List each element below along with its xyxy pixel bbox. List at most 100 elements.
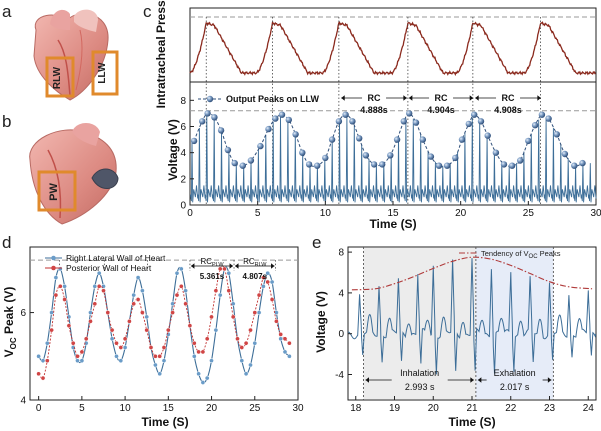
chart-d-series-1-point-40 — [209, 314, 214, 320]
chart-d-series-1-point-7 — [66, 323, 72, 329]
chart-d-rc-label-main-1: RC — [243, 257, 255, 266]
chart-d-series-0-point-3 — [49, 310, 54, 315]
chart-c-peak-point-36 — [452, 154, 459, 162]
chart-d-series-1-point-20 — [122, 336, 128, 342]
chart-e-phase-arrowhead-left-0 — [365, 377, 369, 383]
chart-c-peak-point-15 — [299, 149, 306, 156]
chart-c-peak-point-46 — [525, 137, 532, 145]
chart-c-rc-arrowhead-left-1 — [408, 95, 413, 101]
chart-d-series-0-point-31 — [170, 301, 175, 307]
chart-e-voltage-line — [347, 258, 597, 375]
chart-d-series-0-point-49 — [248, 362, 253, 368]
chart-e-ytick-label-1: 0 — [338, 329, 344, 340]
chart-e-legend-tail: Peaks — [538, 249, 561, 258]
panel-letter-c: c — [143, 2, 152, 21]
chart-c-peak-point-52 — [571, 162, 578, 169]
chart-e-phase-value-0: 2.993 s — [405, 382, 435, 392]
chart-c: RC 4.888s RC 4.904s RC 4.908s 0 5 10 15 20 25 30 0 2 4 6… — [154, 0, 601, 231]
chart-d-ytick-label-1: 6 — [20, 308, 26, 319]
chart-d-ylabel-sub: OC — [9, 337, 18, 349]
chart-c-peak-point-49 — [545, 115, 552, 122]
chart-e-phase-label-0: Inhalation — [400, 368, 439, 378]
chart-d-series-1-point-16 — [105, 310, 111, 315]
chart-d-series-0-point-54 — [269, 279, 275, 285]
chart-c-legend-marker — [206, 95, 214, 103]
chart-d-series-1-point-25 — [144, 327, 150, 333]
chart-d-xlabel: Time (S) — [141, 415, 188, 429]
chart-d-series-1-point-34 — [183, 301, 188, 307]
chart-d-series-1-point-32 — [174, 292, 180, 298]
rlw-box — [45, 56, 75, 98]
chart-d-series-0-point-9 — [75, 358, 80, 364]
chart-c-xtick-label-3: 15 — [387, 208, 399, 219]
chart-e-xlabel: Time (S) — [448, 415, 495, 429]
chart-d-frame — [29, 246, 299, 401]
chart-d-xtick-label-0: 0 — [36, 403, 42, 414]
chart-d-series-1-point-31 — [170, 310, 175, 315]
chart-d-series-0-point-56 — [278, 336, 284, 342]
chart-c-rc-value-2: 4.908s — [494, 105, 522, 115]
chart-e-legend-main: Tendency of V — [481, 249, 529, 258]
chart-d-series-1-point-10 — [79, 349, 85, 355]
chart-d-series-1-point-12 — [88, 318, 93, 324]
chart-c-rc-arrowhead-left-2 — [475, 95, 479, 101]
chart-c-peak-point-38 — [465, 120, 472, 128]
chart-c-ytick-label-1: 2 — [180, 174, 186, 185]
chart-e-xtick-label-0: 18 — [350, 403, 362, 414]
chart-d-series-1-point-52 — [261, 275, 266, 280]
chart-c-peak-point-2 — [204, 110, 211, 117]
chart-e-legend: Tendency of VOC Peaks — [481, 249, 561, 260]
chart-d-legend-label-1: Posterior Wall of Heart — [66, 263, 152, 273]
pw-box — [37, 170, 77, 212]
llw-label: LLW — [97, 62, 108, 84]
chart-c-peak-point-45 — [517, 157, 524, 164]
chart-c-peak-point-41 — [484, 132, 491, 139]
chart-d-series-0-point-0 — [36, 353, 41, 359]
llw-box — [91, 50, 119, 96]
chart-d-series-0-point-23 — [135, 275, 141, 280]
chart-c-rc-value-1: 4.904s — [427, 105, 455, 115]
chart-c-xtick-label-0: 0 — [187, 208, 193, 219]
chart-e-tendency-line — [351, 256, 593, 291]
chart-d-legend-marker-0 — [51, 255, 56, 261]
chart-d-ytick-label-0: 4 — [20, 396, 26, 407]
chart-d-series-0-point-29 — [161, 358, 167, 364]
chart-c-peak-point-13 — [285, 116, 292, 124]
chart-d-series-1-point-47 — [239, 345, 245, 350]
chart-c-peak-point-47 — [531, 122, 539, 129]
chart-c-peak-point-51 — [561, 150, 569, 158]
chart-c-rc-arrowhead-right-0 — [403, 95, 407, 101]
chart-e-xtick-label-2: 20 — [428, 403, 440, 414]
chart-d-series-0-point-4 — [53, 275, 59, 280]
chart-e-xtick-label-5: 23 — [544, 403, 556, 414]
chart-c-peak-point-1 — [199, 118, 206, 125]
chart-c-rc-arrowhead-left-0 — [341, 95, 345, 101]
chart-c-peak-point-21 — [342, 111, 349, 118]
chart-d-series-0-point-39 — [204, 375, 210, 381]
heart-illustration-a: RLW LLW — [33, 9, 119, 101]
chart-d-series-1-point-50 — [252, 310, 258, 315]
chart-c-rc-arrowhead-right-2 — [537, 95, 541, 101]
chart-c-pressure-line — [189, 21, 596, 77]
chart-d-series-1-point-28 — [157, 353, 163, 359]
chart-e-ytick-label-0: -4 — [335, 370, 344, 381]
chart-c-ytick-label-4: 8 — [180, 96, 186, 107]
chart-d-series-0-point-6 — [62, 283, 67, 289]
chart-d-series-1-point-36 — [191, 340, 197, 346]
chart-e-xtick-label-3: 21 — [466, 403, 478, 414]
chart-c-peak-point-44 — [508, 162, 516, 169]
chart-d-series-1-point-56 — [278, 332, 284, 337]
chart-d-series-1-point-22 — [131, 301, 137, 307]
heart-illustration-b: PW — [29, 123, 119, 225]
chart-d-xtick-label-4: 20 — [206, 403, 218, 414]
chart-e-phase-arrowhead-right-0 — [470, 377, 474, 383]
chart-d-rc-value-1: 4.807s — [243, 272, 268, 281]
panel-letter-a: a — [2, 2, 12, 21]
chart-c-peak-point-27 — [387, 152, 394, 159]
chart-c-peak-point-5 — [224, 146, 232, 154]
chart-d-series-1-point-37 — [196, 349, 201, 355]
chart-d-series-0-point-58 — [287, 353, 292, 359]
chart-d-series-1-point-19 — [118, 345, 124, 350]
chart-c-xtick-label-4: 20 — [455, 208, 467, 219]
